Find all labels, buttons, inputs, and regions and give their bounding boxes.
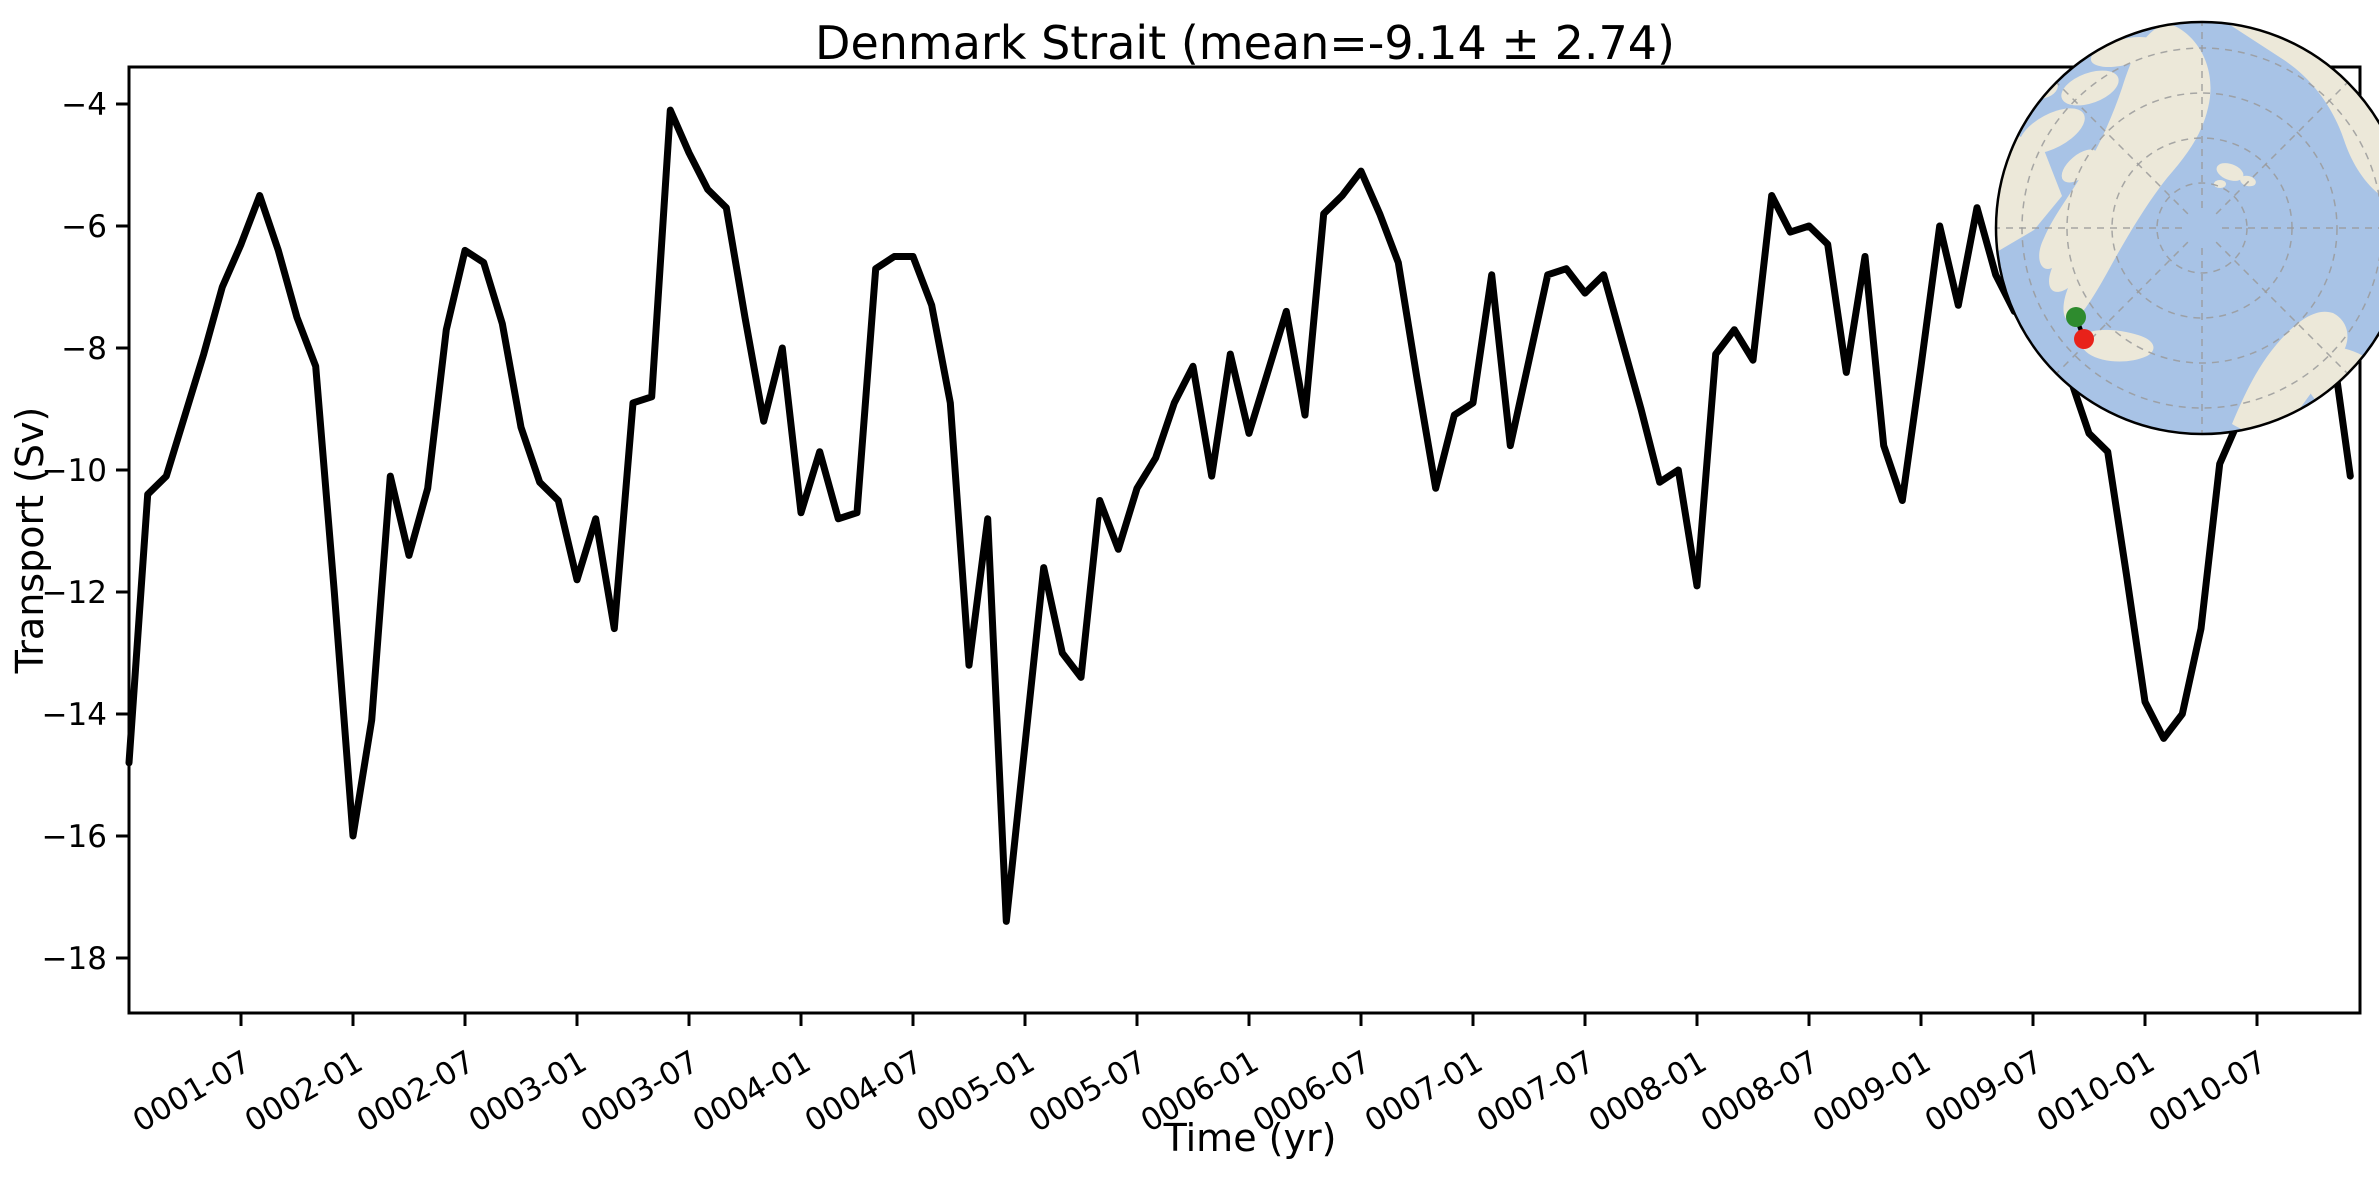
x-axis-label: Time (yr): [1163, 1116, 1337, 1160]
map-graticule-circle: [2156, 182, 2248, 274]
map-land-iceland: [2079, 329, 2154, 362]
x-tick-label: 0003-07: [575, 1044, 705, 1140]
y-tick-label: −16: [42, 819, 107, 855]
map-land-svalbard: [2216, 163, 2244, 181]
chart-title: Denmark Strait (mean=-9.14 ± 2.74): [815, 16, 1675, 70]
y-tick-label: −6: [61, 209, 107, 245]
map-land-canada: [1996, 132, 2062, 253]
x-tick-label: 0005-01: [911, 1044, 1041, 1140]
x-tick-label: 0010-07: [2143, 1044, 2273, 1140]
x-tick-label: 0004-07: [799, 1044, 929, 1140]
x-tick-label: 0005-07: [1023, 1044, 1153, 1140]
x-tick-label: 0008-01: [1583, 1044, 1713, 1140]
y-tick-label: −4: [61, 87, 107, 123]
map-graticule-meridian: [2215, 81, 2349, 215]
y-tick-label: −12: [42, 575, 107, 611]
y-tick-label: −14: [42, 697, 107, 733]
x-tick-label: 0007-07: [1471, 1044, 1601, 1140]
greenland-endpoint-marker: [2066, 307, 2086, 327]
map-land-island: [2019, 108, 2085, 154]
map-land-svalbard: [2214, 180, 2226, 188]
x-tick-label: 0001-07: [127, 1044, 257, 1140]
x-tick-label: 0007-01: [1359, 1044, 1489, 1140]
x-tick-label: 0009-01: [1807, 1044, 1937, 1140]
map-graticule-meridian: [2055, 81, 2189, 215]
map-land-island: [2061, 149, 2099, 183]
y-tick-label: −18: [42, 941, 107, 977]
x-tick-label: 0009-07: [1919, 1044, 2049, 1140]
map-land-scandinavia: [2232, 311, 2348, 434]
plot-spines: [127, 65, 2362, 1015]
map-graticule-circle: [2066, 92, 2338, 364]
data-line: [125, 106, 2354, 925]
y-axis-label: Transport (Sv): [8, 406, 52, 674]
map-land-island: [2001, 167, 2031, 185]
y-tick-label: −8: [61, 331, 107, 367]
map-outline: [1994, 20, 2379, 436]
x-tick-label: 0004-01: [687, 1044, 817, 1140]
x-tick-label: 0002-07: [351, 1044, 481, 1140]
x-tick-label: 0010-01: [2031, 1044, 2161, 1140]
map-graticule-meridian: [2215, 241, 2349, 375]
map-land-island: [2061, 70, 2119, 106]
iceland-endpoint-marker: [2074, 329, 2094, 349]
inset-map: [1994, 20, 2379, 436]
x-tick-label: 0003-01: [463, 1044, 593, 1140]
y-tick-label: −10: [42, 453, 107, 489]
x-tick-label: 0002-01: [239, 1044, 369, 1140]
x-tick-label: 0008-07: [1695, 1044, 1825, 1140]
map-graticule-meridian: [2055, 241, 2189, 375]
